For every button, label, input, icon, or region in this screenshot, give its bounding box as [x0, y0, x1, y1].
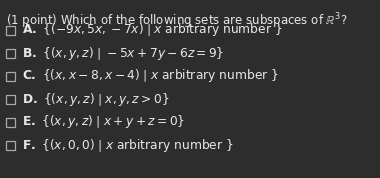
Bar	[6, 117, 15, 127]
Text: $\mathbf{D.}\ \{(x, y, z) \mid x, y, z > 0\}$: $\mathbf{D.}\ \{(x, y, z) \mid x, y, z >…	[22, 90, 169, 108]
Text: $\mathbf{E.}\ \{(x, y, z) \mid x + y + z = 0\}$: $\mathbf{E.}\ \{(x, y, z) \mid x + y + z…	[22, 114, 185, 130]
Bar	[6, 48, 15, 57]
Text: (1 point) Which of the following sets are subspaces of $\mathbb{R}^3$?: (1 point) Which of the following sets ar…	[6, 11, 348, 31]
Text: $\mathbf{B.}\ \{(x, y, z) \mid -5x + 7y - 6z = 9\}$: $\mathbf{B.}\ \{(x, y, z) \mid -5x + 7y …	[22, 44, 224, 62]
Bar	[6, 25, 15, 35]
Text: $\mathbf{F.}\ \{(x, 0, 0) \mid x\ \mathrm{arbitrary\ number}\ \}$: $\mathbf{F.}\ \{(x, 0, 0) \mid x\ \mathr…	[22, 137, 234, 153]
Text: $\mathbf{A.}\ \{(-9x, 5x, -7x) \mid x\ \mathrm{arbitrary\ number}\ \}$: $\mathbf{A.}\ \{(-9x, 5x, -7x) \mid x\ \…	[22, 22, 282, 38]
Bar	[6, 95, 15, 103]
Bar	[6, 140, 15, 150]
Text: $\mathbf{C.}\ \{(x, x-8, x-4) \mid x\ \mathrm{arbitrary\ number}\ \}$: $\mathbf{C.}\ \{(x, x-8, x-4) \mid x\ \m…	[22, 67, 279, 85]
Bar	[6, 72, 15, 80]
